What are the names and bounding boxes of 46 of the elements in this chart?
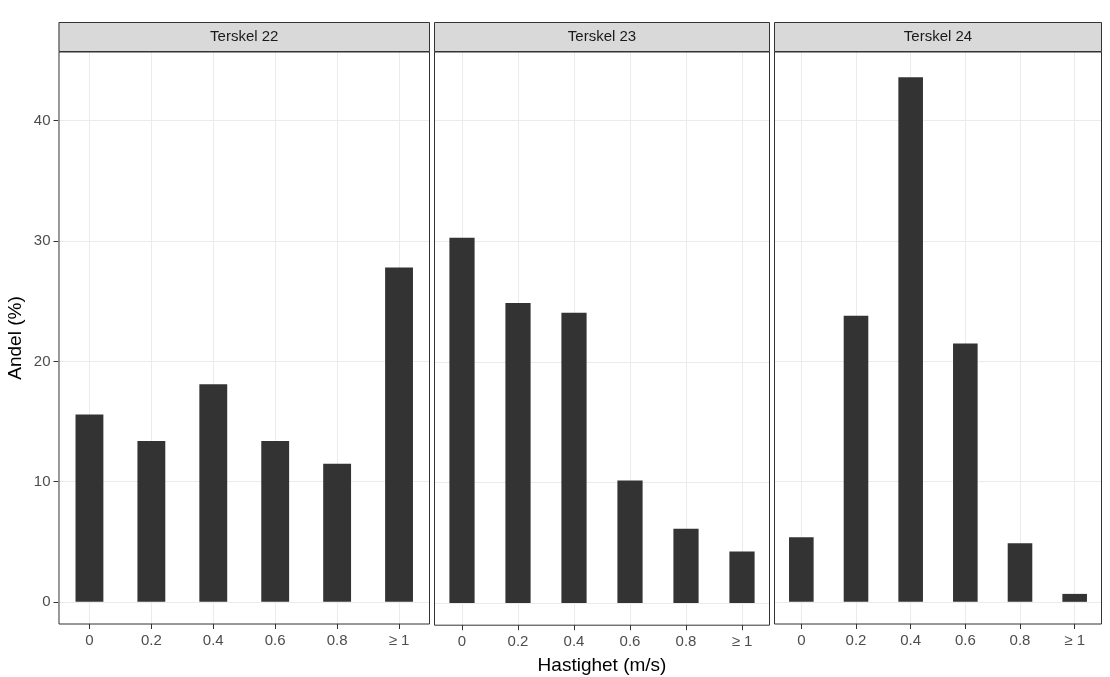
x-tick-label: 0: [85, 631, 94, 649]
bar: [1062, 593, 1087, 602]
chart-title: Terskel 22: [210, 27, 279, 45]
bar: [75, 414, 104, 602]
bar: [505, 303, 531, 603]
x-tick-label: 0.4: [563, 632, 585, 650]
bar: [323, 463, 352, 602]
x-tick-label: ≥ 1: [731, 632, 753, 650]
x-tick-label: 0.6: [619, 632, 641, 650]
x-tick-label: 0.6: [264, 631, 286, 649]
bar: [137, 440, 166, 602]
x-tick-label: 0.6: [954, 631, 976, 649]
bar: [898, 77, 923, 602]
y-tick-label: 20: [33, 351, 51, 369]
bar: [673, 528, 699, 603]
x-axis-title: Hastighet (m/s): [537, 653, 667, 675]
x-tick-label: ≥ 1: [1064, 631, 1086, 649]
bar: [617, 480, 643, 603]
x-tick-label: ≥ 1: [388, 631, 410, 649]
y-tick-label: 10: [33, 472, 51, 490]
y-tick-label: 30: [33, 231, 51, 249]
x-tick-label: 0.2: [845, 631, 867, 649]
bar: [449, 237, 475, 603]
x-tick-label: 0.8: [1009, 631, 1031, 649]
bar: [385, 267, 413, 602]
bar: [199, 384, 228, 602]
chart-title: Terskel 23: [567, 27, 637, 45]
y-tick-label: 0: [42, 592, 51, 610]
x-tick-label: 0: [457, 632, 467, 650]
x-tick-label: 0.8: [675, 632, 697, 650]
chart-title: Terskel 24: [903, 27, 973, 45]
bar: [843, 315, 869, 602]
bar: [261, 440, 290, 602]
x-tick-label: 0.8: [326, 631, 348, 649]
x-tick-label: 0.2: [507, 632, 529, 650]
y-axis-title: Andel (%): [3, 296, 25, 380]
bar: [1007, 543, 1033, 602]
y-tick-label: 40: [33, 110, 51, 128]
bar: [953, 343, 978, 602]
bar: [729, 551, 755, 603]
bar: [561, 312, 587, 603]
x-tick-label: 0: [797, 631, 806, 649]
x-tick-label: 0.4: [900, 631, 922, 649]
bar: [789, 537, 814, 602]
x-tick-label: 0.4: [202, 631, 224, 649]
x-tick-label: 0.2: [140, 631, 162, 649]
